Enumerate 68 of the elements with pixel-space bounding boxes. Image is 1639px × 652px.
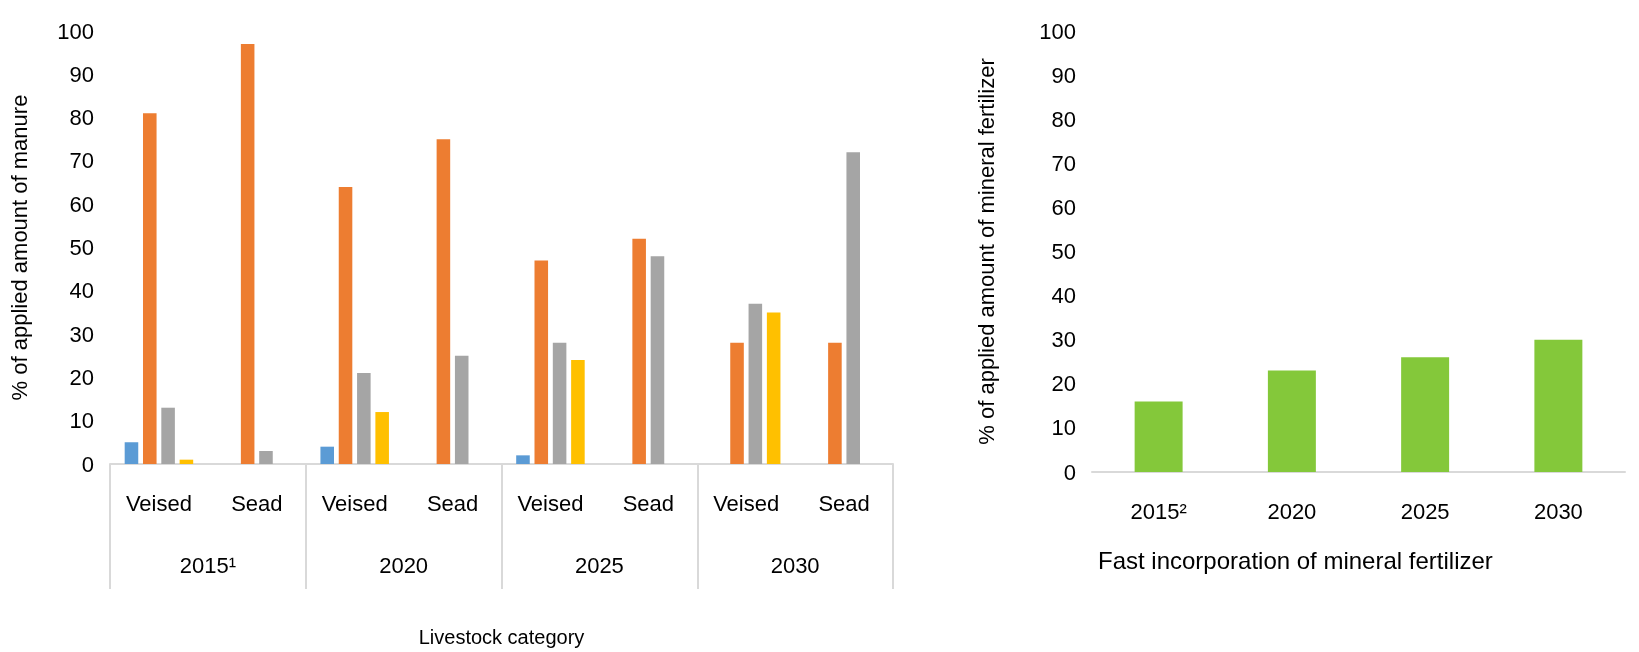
bar: [846, 152, 860, 464]
y-tick-label: 0: [1063, 459, 1076, 485]
y-axis-title: % of applied amount of mineral fertilizer: [973, 58, 999, 445]
x-tick-label: Veised: [125, 490, 192, 516]
y-tick-label: 30: [69, 321, 94, 347]
bar: [1534, 339, 1583, 472]
text: 2020: [379, 552, 429, 578]
x-tick-label: Sead: [426, 490, 479, 516]
text: 2030: [770, 552, 820, 578]
bar: [650, 256, 665, 464]
y-tick-label: 70: [69, 148, 94, 174]
y-tick-label: 60: [69, 191, 94, 217]
y-axis-title: % of applied amount of manure: [6, 94, 32, 401]
x-tick-label: Sead: [818, 490, 870, 516]
y-tick-label: 0: [81, 451, 94, 477]
x-tick-label: 2030: [1533, 498, 1583, 524]
y-tick-label: 40: [1051, 283, 1076, 309]
y-tick-label: 10: [1051, 415, 1076, 441]
bar: [552, 342, 567, 464]
bar: [766, 312, 781, 464]
x-tick-label: Veised: [517, 490, 584, 516]
y-tick-label: 40: [69, 278, 94, 304]
y-tick-label: 90: [69, 61, 94, 87]
y-tick-label: 20: [1051, 371, 1076, 397]
y-tick-label: 20: [69, 364, 94, 390]
bar: [357, 373, 371, 464]
bar: [320, 446, 334, 464]
y-tick-label: 10: [69, 408, 94, 434]
bar: [730, 342, 744, 464]
bar: [338, 186, 353, 464]
x-tick-label: 2020: [1267, 498, 1317, 524]
y-tick-label: 50: [1051, 239, 1076, 264]
bar: [1134, 401, 1183, 472]
x-tick-label: Sead: [622, 490, 675, 516]
bar: [240, 43, 255, 464]
x-tick-label: Veised: [713, 490, 780, 516]
y-tick-label: 60: [1051, 194, 1076, 220]
y-tick-label: 90: [1051, 62, 1076, 88]
y-tick-label: 80: [1051, 106, 1076, 132]
y-tick-label: 50: [69, 235, 94, 260]
bar: [516, 455, 530, 464]
bar: [259, 451, 273, 464]
x-axis-title: Fast incorporation of mineral fertilizer: [1098, 546, 1493, 574]
bar: [1401, 357, 1450, 472]
bar: [748, 303, 763, 464]
bar: [436, 139, 451, 464]
y-tick-label: 100: [57, 18, 94, 44]
bar: [161, 407, 175, 464]
bar: [571, 360, 585, 464]
bar: [534, 260, 549, 464]
bar: [375, 412, 389, 464]
bar: [1267, 370, 1316, 472]
text: 2025: [574, 552, 624, 578]
text: 2015¹: [179, 552, 237, 578]
y-tick-label: 70: [1051, 150, 1076, 176]
y-tick-label: 30: [1051, 327, 1076, 353]
bar: [143, 113, 157, 464]
bar: [124, 442, 139, 464]
x-tick-label: Sead: [231, 490, 283, 516]
bar: [632, 238, 646, 464]
x-axis-title: Livestock category: [418, 626, 585, 648]
bar: [828, 342, 842, 464]
x-tick-label: 2015²: [1130, 498, 1187, 524]
bar: [454, 355, 469, 464]
x-tick-label: Veised: [321, 490, 388, 516]
y-tick-label: 80: [69, 105, 94, 131]
x-tick-label: 2025: [1400, 498, 1450, 524]
y-tick-label: 100: [1039, 18, 1076, 44]
